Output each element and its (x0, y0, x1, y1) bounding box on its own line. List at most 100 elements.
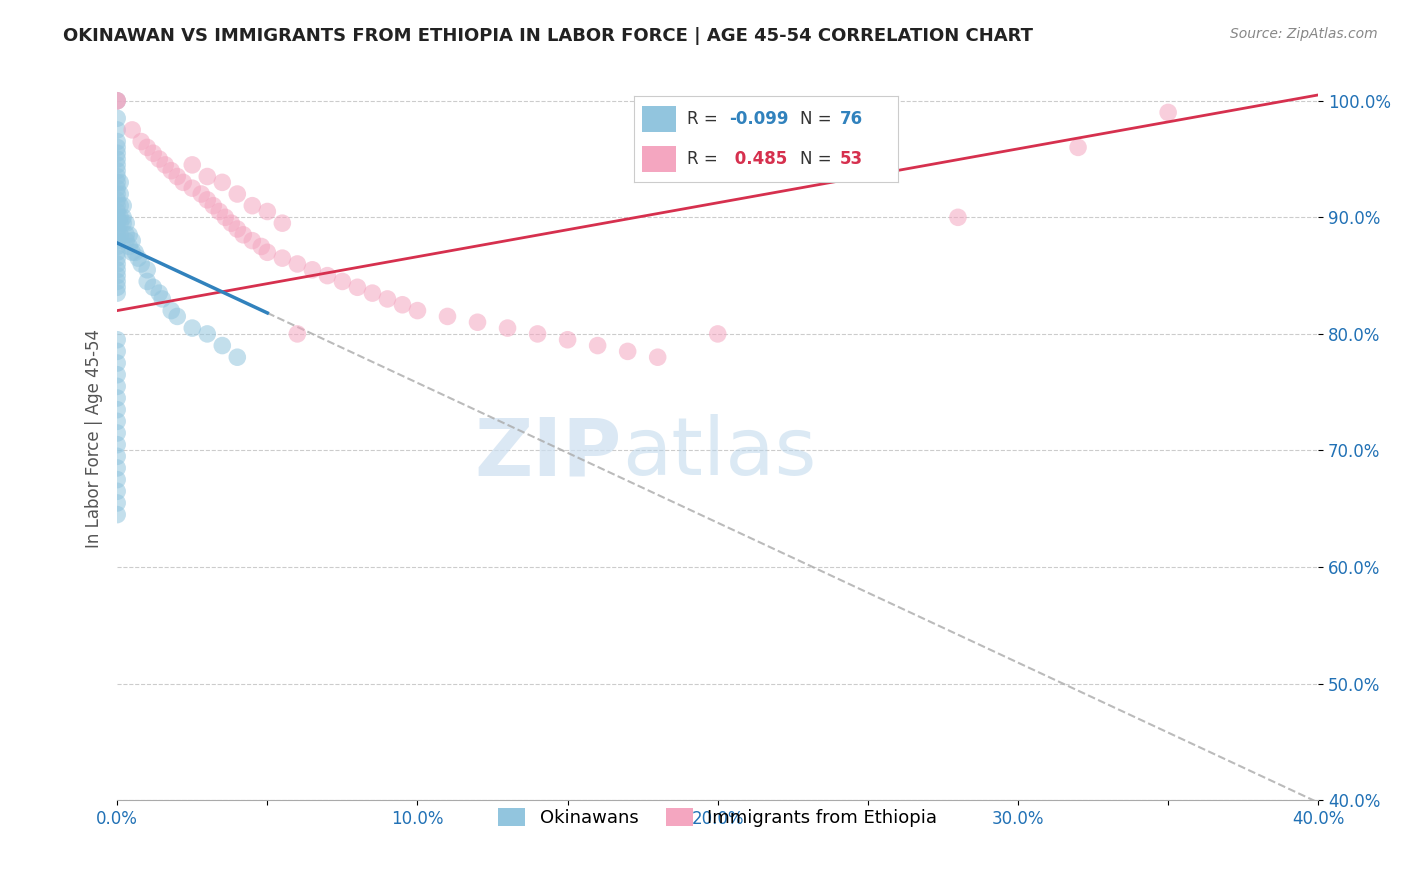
Point (115, 234, 138, 248)
Point (105, 135, 128, 149)
Point (105, 379, 128, 393)
Point (105, 152, 128, 166)
Point (105, 163, 128, 178)
Point (195, 326, 218, 341)
Point (148, 286, 170, 301)
Point (105, 199, 128, 213)
Text: OKINAWAN VS IMMIGRANTS FROM ETHIOPIA IN LABOR FORCE | AGE 45-54 CORRELATION CHAR: OKINAWAN VS IMMIGRANTS FROM ETHIOPIA IN … (63, 27, 1033, 45)
Point (526, 326, 548, 341)
Text: atlas: atlas (621, 414, 815, 492)
Point (105, 268, 128, 283)
Point (172, 175, 194, 189)
Point (250, 239, 273, 253)
Point (112, 199, 135, 213)
Point (240, 234, 263, 248)
Point (706, 326, 728, 341)
Point (226, 187, 249, 202)
Point (121, 123, 143, 137)
Point (105, 257, 128, 271)
Point (557, 333, 579, 347)
Point (105, 94, 128, 108)
Point (105, 245, 128, 260)
Point (105, 94, 128, 108)
Point (256, 245, 278, 260)
Point (112, 211, 135, 225)
Point (105, 280, 128, 294)
Point (105, 146, 128, 161)
Point (105, 286, 128, 301)
Point (208, 204, 231, 219)
Point (105, 204, 128, 219)
Point (105, 344, 128, 359)
Point (115, 216, 138, 230)
Point (160, 303, 183, 318)
Point (108, 175, 131, 189)
Point (105, 112, 128, 126)
Text: ZIP: ZIP (474, 414, 621, 492)
Point (136, 140, 159, 154)
Point (226, 222, 249, 236)
Point (105, 239, 128, 253)
Point (346, 280, 368, 294)
Point (150, 292, 173, 306)
Point (496, 321, 519, 335)
Point (332, 275, 354, 289)
Point (108, 199, 131, 213)
Point (105, 251, 128, 265)
Point (377, 292, 399, 306)
Legend: Okinawans, Immigrants from Ethiopia: Okinawans, Immigrants from Ethiopia (491, 801, 945, 835)
Point (946, 211, 969, 225)
Point (285, 326, 308, 341)
Point (105, 158, 128, 172)
Point (221, 216, 243, 230)
Point (647, 350, 669, 364)
Point (105, 425, 128, 440)
Point (129, 135, 152, 149)
Point (155, 158, 177, 172)
Point (166, 310, 188, 324)
Point (105, 473, 128, 487)
Point (112, 216, 135, 230)
Point (129, 257, 152, 271)
Point (136, 262, 159, 277)
Point (142, 280, 165, 294)
Point (406, 303, 429, 318)
Point (105, 450, 128, 464)
Point (105, 222, 128, 236)
Point (105, 461, 128, 475)
Point (124, 245, 146, 260)
Point (105, 140, 128, 154)
Point (108, 187, 131, 202)
Point (148, 152, 170, 166)
Point (181, 181, 204, 195)
Point (105, 414, 128, 428)
Point (316, 268, 339, 283)
Point (105, 216, 128, 230)
Point (271, 251, 294, 265)
Point (214, 211, 236, 225)
Point (616, 344, 638, 359)
Point (105, 368, 128, 382)
Point (211, 175, 233, 189)
Point (301, 262, 323, 277)
Point (105, 333, 128, 347)
Point (195, 169, 218, 184)
Point (105, 175, 128, 189)
Point (105, 181, 128, 195)
Point (181, 321, 204, 335)
Point (202, 199, 225, 213)
Point (108, 227, 131, 242)
Point (181, 158, 204, 172)
Point (240, 199, 263, 213)
Point (105, 356, 128, 370)
Point (586, 338, 609, 352)
Point (271, 216, 294, 230)
Point (108, 216, 131, 230)
Point (436, 310, 458, 324)
Point (105, 193, 128, 207)
Point (105, 391, 128, 405)
Point (166, 169, 188, 184)
Point (118, 239, 141, 253)
Point (115, 227, 138, 242)
Point (105, 437, 128, 451)
